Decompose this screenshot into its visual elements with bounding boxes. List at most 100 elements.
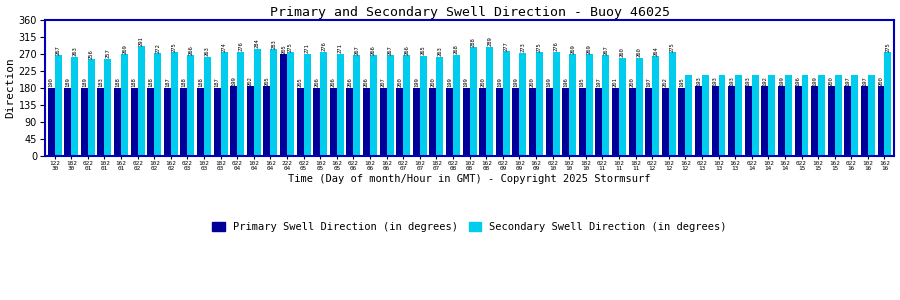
Text: 267: 267 [603,45,608,55]
Bar [596,88,602,156]
Text: 271: 271 [338,44,343,53]
Bar [761,86,769,156]
Bar [496,88,503,156]
Bar [553,52,560,156]
Text: 267: 267 [56,45,60,55]
Bar [752,75,759,156]
Text: 266: 266 [371,45,376,55]
Text: 200: 200 [397,78,402,87]
Bar [114,88,122,156]
Text: 265: 265 [421,46,426,56]
Bar [230,86,238,156]
Bar [403,56,410,156]
Bar [718,75,725,156]
Bar [844,86,851,156]
Text: 193: 193 [713,76,717,86]
Text: 199: 199 [513,78,518,87]
Bar [652,56,659,156]
Bar [679,88,685,156]
Bar [396,88,403,156]
Bar [463,88,470,156]
Bar [818,75,825,156]
Text: 195: 195 [580,78,585,87]
Text: 193: 193 [746,76,751,86]
Bar [662,88,669,156]
Bar [181,88,187,156]
Bar [436,57,444,156]
Bar [270,49,277,156]
Text: 273: 273 [520,43,526,52]
Bar [669,52,676,156]
Bar [778,86,785,156]
Bar [861,86,868,156]
Text: 196: 196 [796,76,800,86]
Bar [213,88,220,156]
Bar [811,86,818,156]
Text: 201: 201 [613,78,618,87]
Bar [313,88,320,156]
Bar [536,52,543,156]
Text: 199: 199 [778,76,784,86]
Bar [728,86,735,156]
Text: 188: 188 [131,78,137,87]
Bar [429,88,436,156]
Text: 206: 206 [314,78,319,87]
Bar [55,55,62,156]
Bar [453,55,460,156]
Text: 206: 206 [347,78,353,87]
Bar [885,52,892,156]
Text: 269: 269 [587,44,591,54]
Text: 200: 200 [481,78,485,87]
Text: 200: 200 [630,78,634,87]
Text: 188: 188 [182,78,186,87]
Text: 277: 277 [504,41,508,51]
Text: 266: 266 [188,45,194,55]
Bar [569,54,576,156]
Text: 291: 291 [139,36,144,46]
Text: 189: 189 [82,78,87,87]
Text: 260: 260 [636,48,642,57]
Bar [602,55,609,156]
Text: 276: 276 [321,41,326,51]
Text: 271: 271 [304,44,310,53]
Text: 202: 202 [662,78,668,87]
Text: 275: 275 [670,42,675,52]
Bar [254,49,261,156]
Bar [154,53,161,156]
Bar [303,53,310,156]
Text: 288: 288 [471,37,475,47]
Text: 275: 275 [886,42,890,52]
Bar [148,88,154,156]
Text: 192: 192 [762,76,768,86]
Bar [586,54,593,156]
Bar [220,52,228,156]
Bar [579,88,586,156]
Bar [287,52,294,156]
Bar [187,56,194,156]
Text: 272: 272 [155,43,160,53]
Bar [519,53,526,156]
Bar [363,88,370,156]
Bar [104,59,112,156]
Bar [735,75,742,156]
Bar [346,88,354,156]
Bar [529,88,536,156]
Bar [486,47,493,156]
Text: 264: 264 [653,46,658,56]
Bar [138,46,145,156]
Bar [204,57,211,156]
Text: 275: 275 [288,42,293,52]
Text: 276: 276 [554,41,559,51]
Bar [64,88,71,156]
Bar [130,88,138,156]
Text: 195: 195 [680,78,684,87]
Text: 197: 197 [597,78,601,87]
Text: 205: 205 [281,44,286,53]
Text: 189: 189 [66,78,70,87]
Text: 199: 199 [812,76,817,86]
Bar [619,58,625,156]
Text: 283: 283 [272,39,276,49]
Bar [380,88,387,156]
Bar [744,86,752,156]
Text: 263: 263 [437,46,443,56]
